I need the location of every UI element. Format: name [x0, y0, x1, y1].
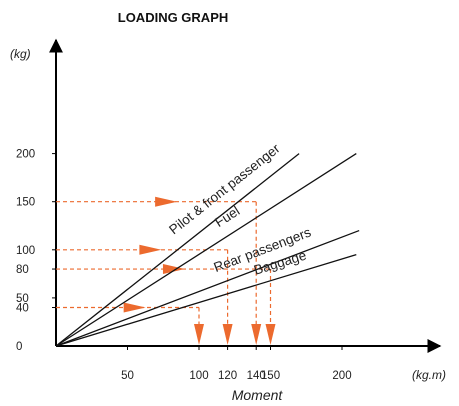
y-tick-label: 80	[16, 264, 29, 276]
chart-title: LOADING GRAPH	[118, 10, 229, 25]
series-line-fuel	[55, 153, 357, 347]
y-tick-label: 0	[16, 341, 22, 353]
series-line-baggage	[55, 253, 357, 347]
example-annotations	[56, 196, 276, 345]
y-axis-unit: (kg)	[10, 47, 31, 61]
x-tick-label: 140	[247, 370, 266, 382]
x-axis-unit: (kg.m)	[412, 368, 446, 382]
example-right-arrow	[162, 264, 185, 275]
y-tick-label: 50	[16, 293, 29, 305]
y-tick-label: 40	[16, 303, 29, 315]
example-right-arrow	[123, 302, 146, 313]
y-tick-label: 100	[16, 245, 35, 257]
series-line-pilot-front-passenger	[55, 153, 300, 347]
example-right-arrow	[139, 244, 162, 255]
example-down-arrow	[222, 324, 233, 345]
x-tick-label: 120	[218, 370, 237, 382]
axes	[49, 38, 442, 353]
x-tick-label: 50	[121, 370, 134, 382]
series-label-fuel: Fuel	[212, 203, 242, 230]
example-down-arrow	[265, 324, 276, 345]
y-tick-label: 150	[16, 197, 35, 209]
y-tick-label: 200	[16, 149, 35, 161]
x-tick-label: 100	[189, 370, 208, 382]
x-tick-label: 150	[261, 370, 280, 382]
x-tick-label: 200	[332, 370, 351, 382]
example-right-arrow	[155, 196, 178, 207]
series-lines	[55, 153, 360, 347]
example-down-arrow	[251, 324, 262, 345]
example-down-arrow	[194, 324, 204, 345]
series-line-rear-passengers	[55, 229, 360, 347]
x-axis-label: Moment	[232, 387, 284, 403]
